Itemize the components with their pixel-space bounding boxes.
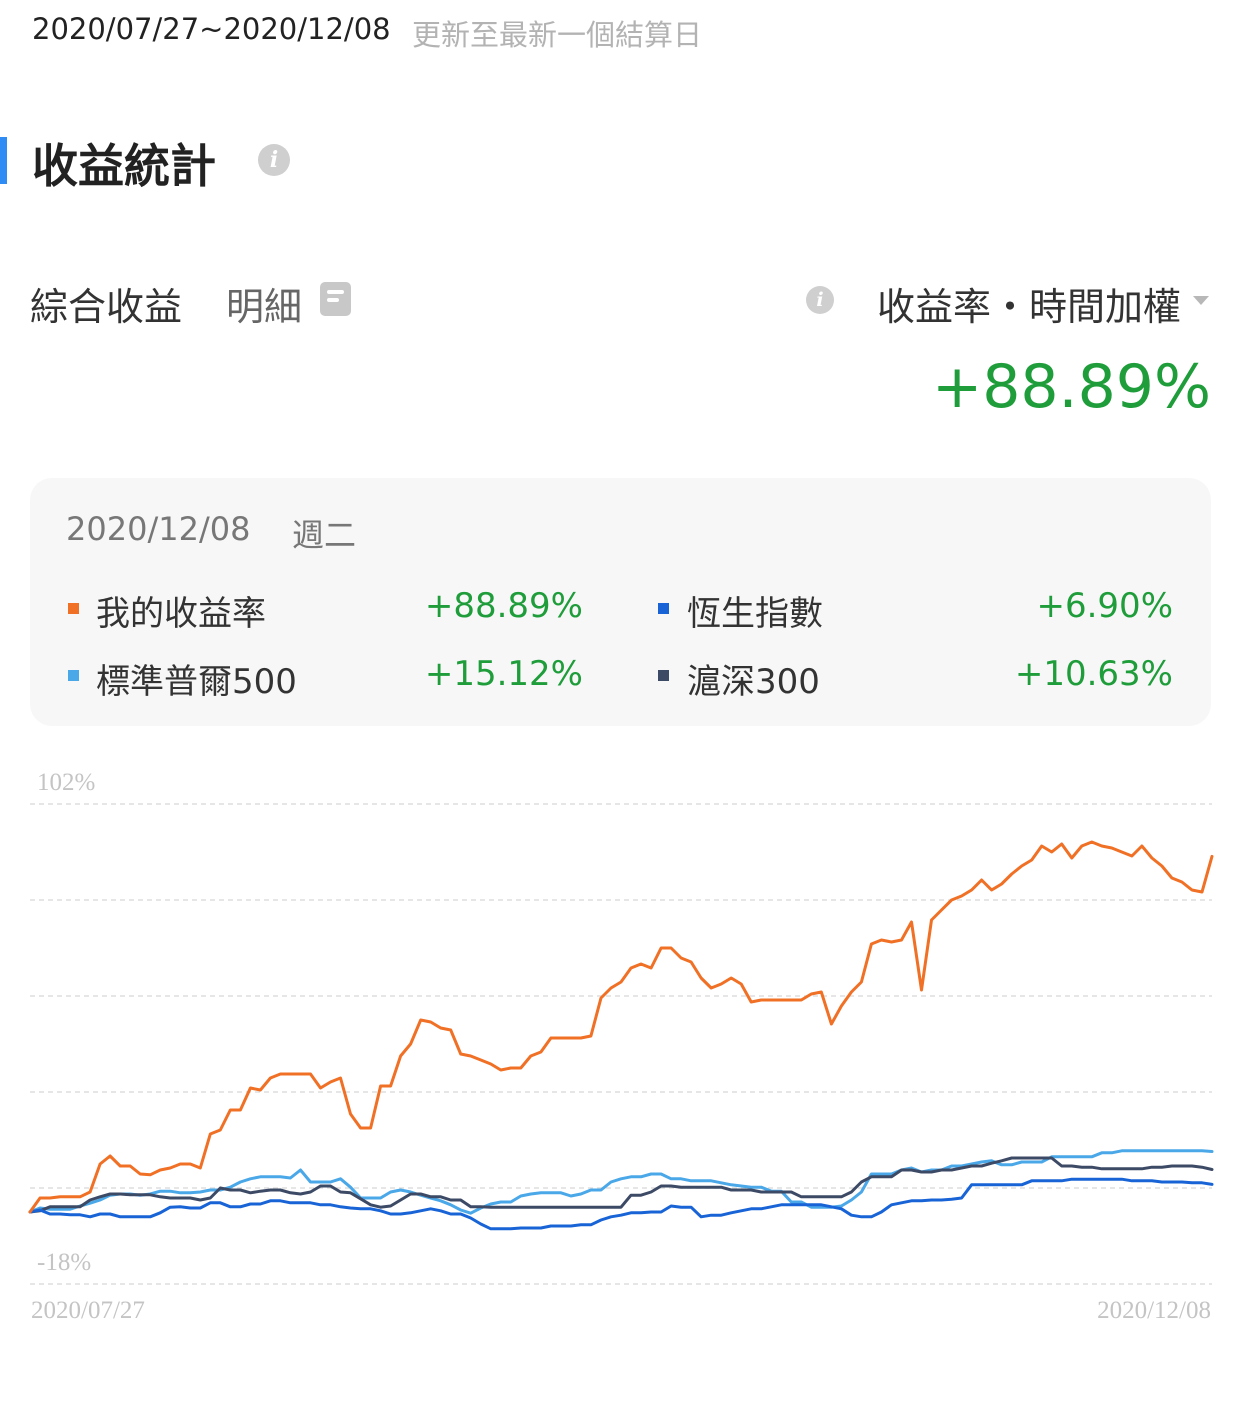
- series-line-0: [28, 840, 1214, 1214]
- update-note: 更新至最新一個結算日: [412, 18, 703, 52]
- chart-grid: [30, 803, 1212, 1285]
- chart-series: [28, 840, 1214, 1231]
- legend-swatch-csi300: [658, 670, 669, 681]
- legend-value-csi300: +10.63%: [1014, 654, 1173, 694]
- y-axis-top-label: 102%: [37, 769, 95, 796]
- total-return-value: +88.89%: [931, 352, 1211, 422]
- legend-value-hang-seng: +6.90%: [1036, 586, 1174, 626]
- legend-name-csi300: 滬深300: [687, 662, 820, 702]
- legend-name-hang-seng: 恆生指數: [687, 594, 823, 634]
- chart-tooltip: 2020/12/08 週二 我的收益率 +88.89% 恆生指數 +6.90% …: [30, 478, 1211, 726]
- section-accent-bar: [0, 137, 7, 184]
- legend-swatch-hang-seng: [658, 603, 669, 614]
- date-range: 2020/07/27~2020/12/08: [32, 12, 391, 46]
- return-line-chart[interactable]: 102% -18% 2020/07/27 2020/12/08: [0, 750, 1241, 1350]
- y-axis-bottom-label: -18%: [37, 1249, 91, 1276]
- legend-name-sp500: 標準普爾500: [96, 662, 297, 702]
- legend-value-my-return: +88.89%: [424, 586, 583, 626]
- tooltip-date: 2020/12/08: [66, 510, 251, 548]
- x-axis-end-label: 2020/12/08: [1097, 1297, 1211, 1324]
- summary-label: 綜合收益: [30, 285, 183, 329]
- legend-value-sp500: +15.12%: [424, 654, 583, 694]
- legend-swatch-sp500: [68, 670, 79, 681]
- detail-link[interactable]: 明細: [226, 285, 303, 329]
- legend-swatch-my-return: [68, 603, 79, 614]
- document-icon[interactable]: [320, 282, 351, 316]
- metric-selector[interactable]: 收益率・時間加權: [876, 285, 1181, 329]
- caret-down-icon[interactable]: [1193, 296, 1209, 305]
- section-title: 收益統計: [32, 139, 216, 193]
- info-icon[interactable]: i: [258, 144, 290, 176]
- metric-info-icon[interactable]: i: [806, 286, 834, 314]
- series-line-1: [28, 1177, 1214, 1231]
- tooltip-weekday: 週二: [292, 516, 357, 554]
- x-axis-start-label: 2020/07/27: [31, 1297, 145, 1324]
- series-line-3: [28, 1156, 1214, 1214]
- legend-name-my-return: 我的收益率: [96, 594, 266, 634]
